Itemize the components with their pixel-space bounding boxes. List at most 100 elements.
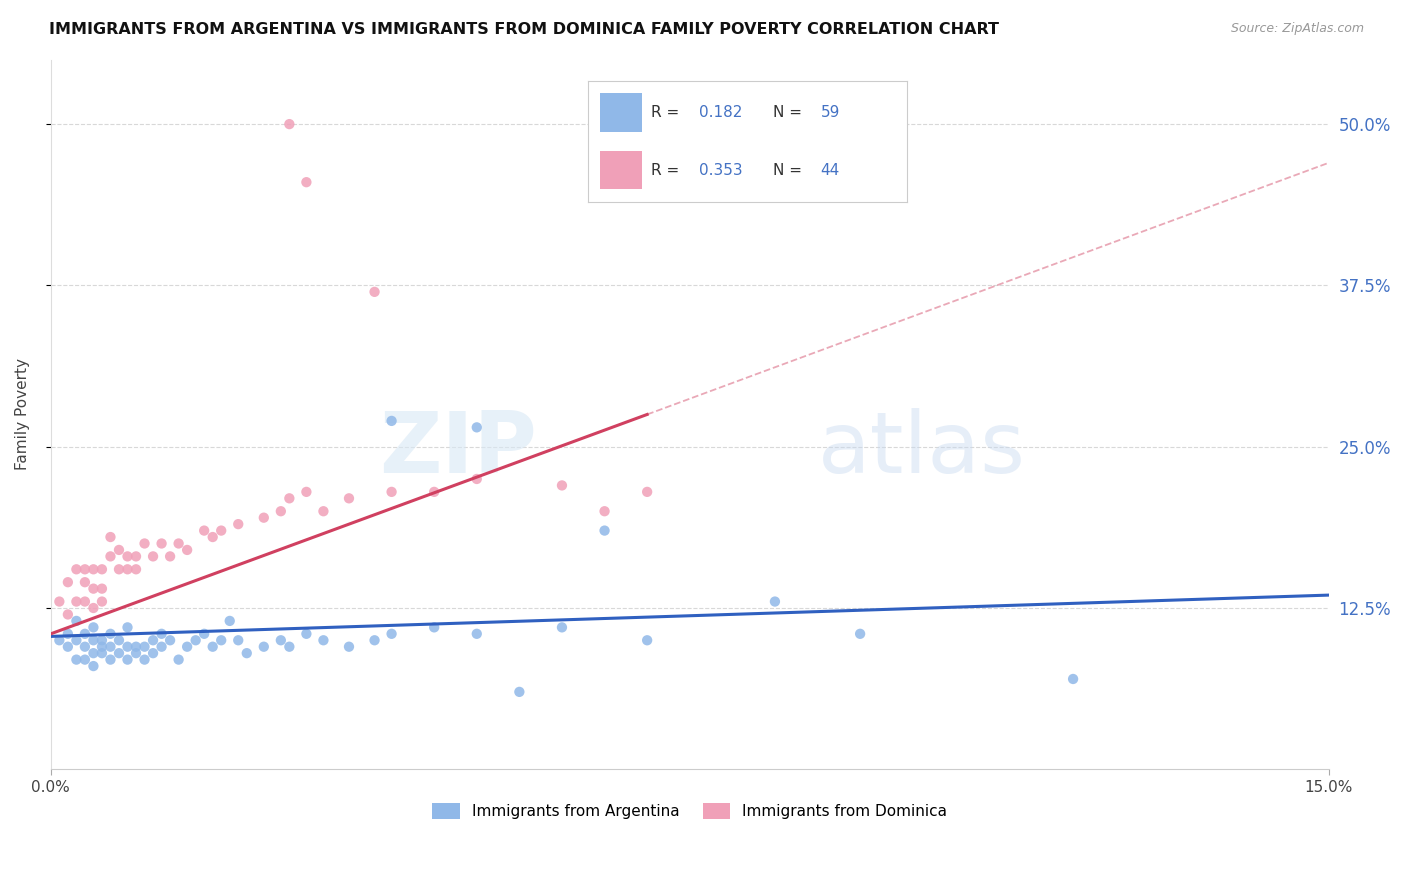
Point [100, 627, 122, 641]
Point [91, 562, 114, 576]
Point [134, 640, 156, 654]
Point [91, 582, 114, 596]
Point [193, 627, 215, 641]
Point [150, 536, 173, 550]
Point [82, 601, 104, 615]
Point [125, 640, 148, 654]
Point [278, 491, 301, 506]
Point [73, 652, 96, 666]
Point [91, 646, 114, 660]
Point [593, 524, 616, 538]
Point [108, 633, 131, 648]
Point [337, 640, 360, 654]
Point [201, 640, 224, 654]
Point [636, 484, 658, 499]
Point [82, 562, 104, 576]
Point [337, 491, 360, 506]
Point [142, 633, 165, 648]
Point [465, 627, 488, 641]
Point [270, 633, 292, 648]
Point [125, 646, 148, 660]
Point [100, 640, 122, 654]
Point [108, 562, 131, 576]
Point [312, 633, 335, 648]
Point [465, 420, 488, 434]
Point [65, 652, 87, 666]
Point [56, 607, 79, 622]
Point [184, 633, 207, 648]
Point [226, 633, 249, 648]
Point [508, 685, 530, 699]
Point [73, 640, 96, 654]
Point [56, 575, 79, 590]
Point [82, 659, 104, 673]
Point [82, 646, 104, 660]
Point [73, 594, 96, 608]
Point [82, 582, 104, 596]
Point [91, 640, 114, 654]
Text: IMMIGRANTS FROM ARGENTINA VS IMMIGRANTS FROM DOMINICA FAMILY POVERTY CORRELATION: IMMIGRANTS FROM ARGENTINA VS IMMIGRANTS … [49, 22, 1000, 37]
Point [108, 543, 131, 558]
Point [209, 633, 232, 648]
Point [295, 484, 318, 499]
Text: Source: ZipAtlas.com: Source: ZipAtlas.com [1230, 22, 1364, 36]
Point [56, 640, 79, 654]
Legend: Immigrants from Argentina, Immigrants from Dominica: Immigrants from Argentina, Immigrants fr… [426, 797, 953, 825]
Point [201, 530, 224, 544]
Point [209, 524, 232, 538]
Point [218, 614, 240, 628]
Point [226, 517, 249, 532]
Point [65, 614, 87, 628]
Point [142, 646, 165, 660]
Point [73, 627, 96, 641]
Text: atlas: atlas [817, 409, 1025, 491]
Text: ZIP: ZIP [378, 409, 537, 491]
Point [312, 504, 335, 518]
Point [65, 594, 87, 608]
Point [117, 640, 139, 654]
Point [48, 594, 70, 608]
Point [167, 652, 190, 666]
Point [270, 504, 292, 518]
Point [159, 549, 181, 564]
Point [125, 549, 148, 564]
Point [108, 646, 131, 660]
Point [48, 633, 70, 648]
Point [134, 536, 156, 550]
Point [593, 504, 616, 518]
Point [176, 640, 198, 654]
Point [167, 536, 190, 550]
Point [381, 414, 404, 428]
Y-axis label: Family Poverty: Family Poverty [15, 359, 30, 470]
Point [363, 633, 385, 648]
Point [91, 594, 114, 608]
Point [134, 652, 156, 666]
Point [117, 549, 139, 564]
Point [551, 620, 574, 634]
Point [295, 627, 318, 641]
Point [1062, 672, 1084, 686]
Point [278, 117, 301, 131]
Point [150, 627, 173, 641]
Point [551, 478, 574, 492]
Point [176, 543, 198, 558]
Point [253, 510, 276, 524]
Point [253, 640, 276, 654]
Point [100, 652, 122, 666]
Point [56, 627, 79, 641]
Point [117, 620, 139, 634]
Point [423, 484, 446, 499]
Point [465, 472, 488, 486]
Point [117, 562, 139, 576]
Point [100, 549, 122, 564]
Point [82, 620, 104, 634]
Point [73, 562, 96, 576]
Point [193, 524, 215, 538]
Point [100, 530, 122, 544]
Point [73, 575, 96, 590]
Point [636, 633, 658, 648]
Point [423, 620, 446, 634]
Point [381, 627, 404, 641]
Point [150, 640, 173, 654]
Point [125, 562, 148, 576]
